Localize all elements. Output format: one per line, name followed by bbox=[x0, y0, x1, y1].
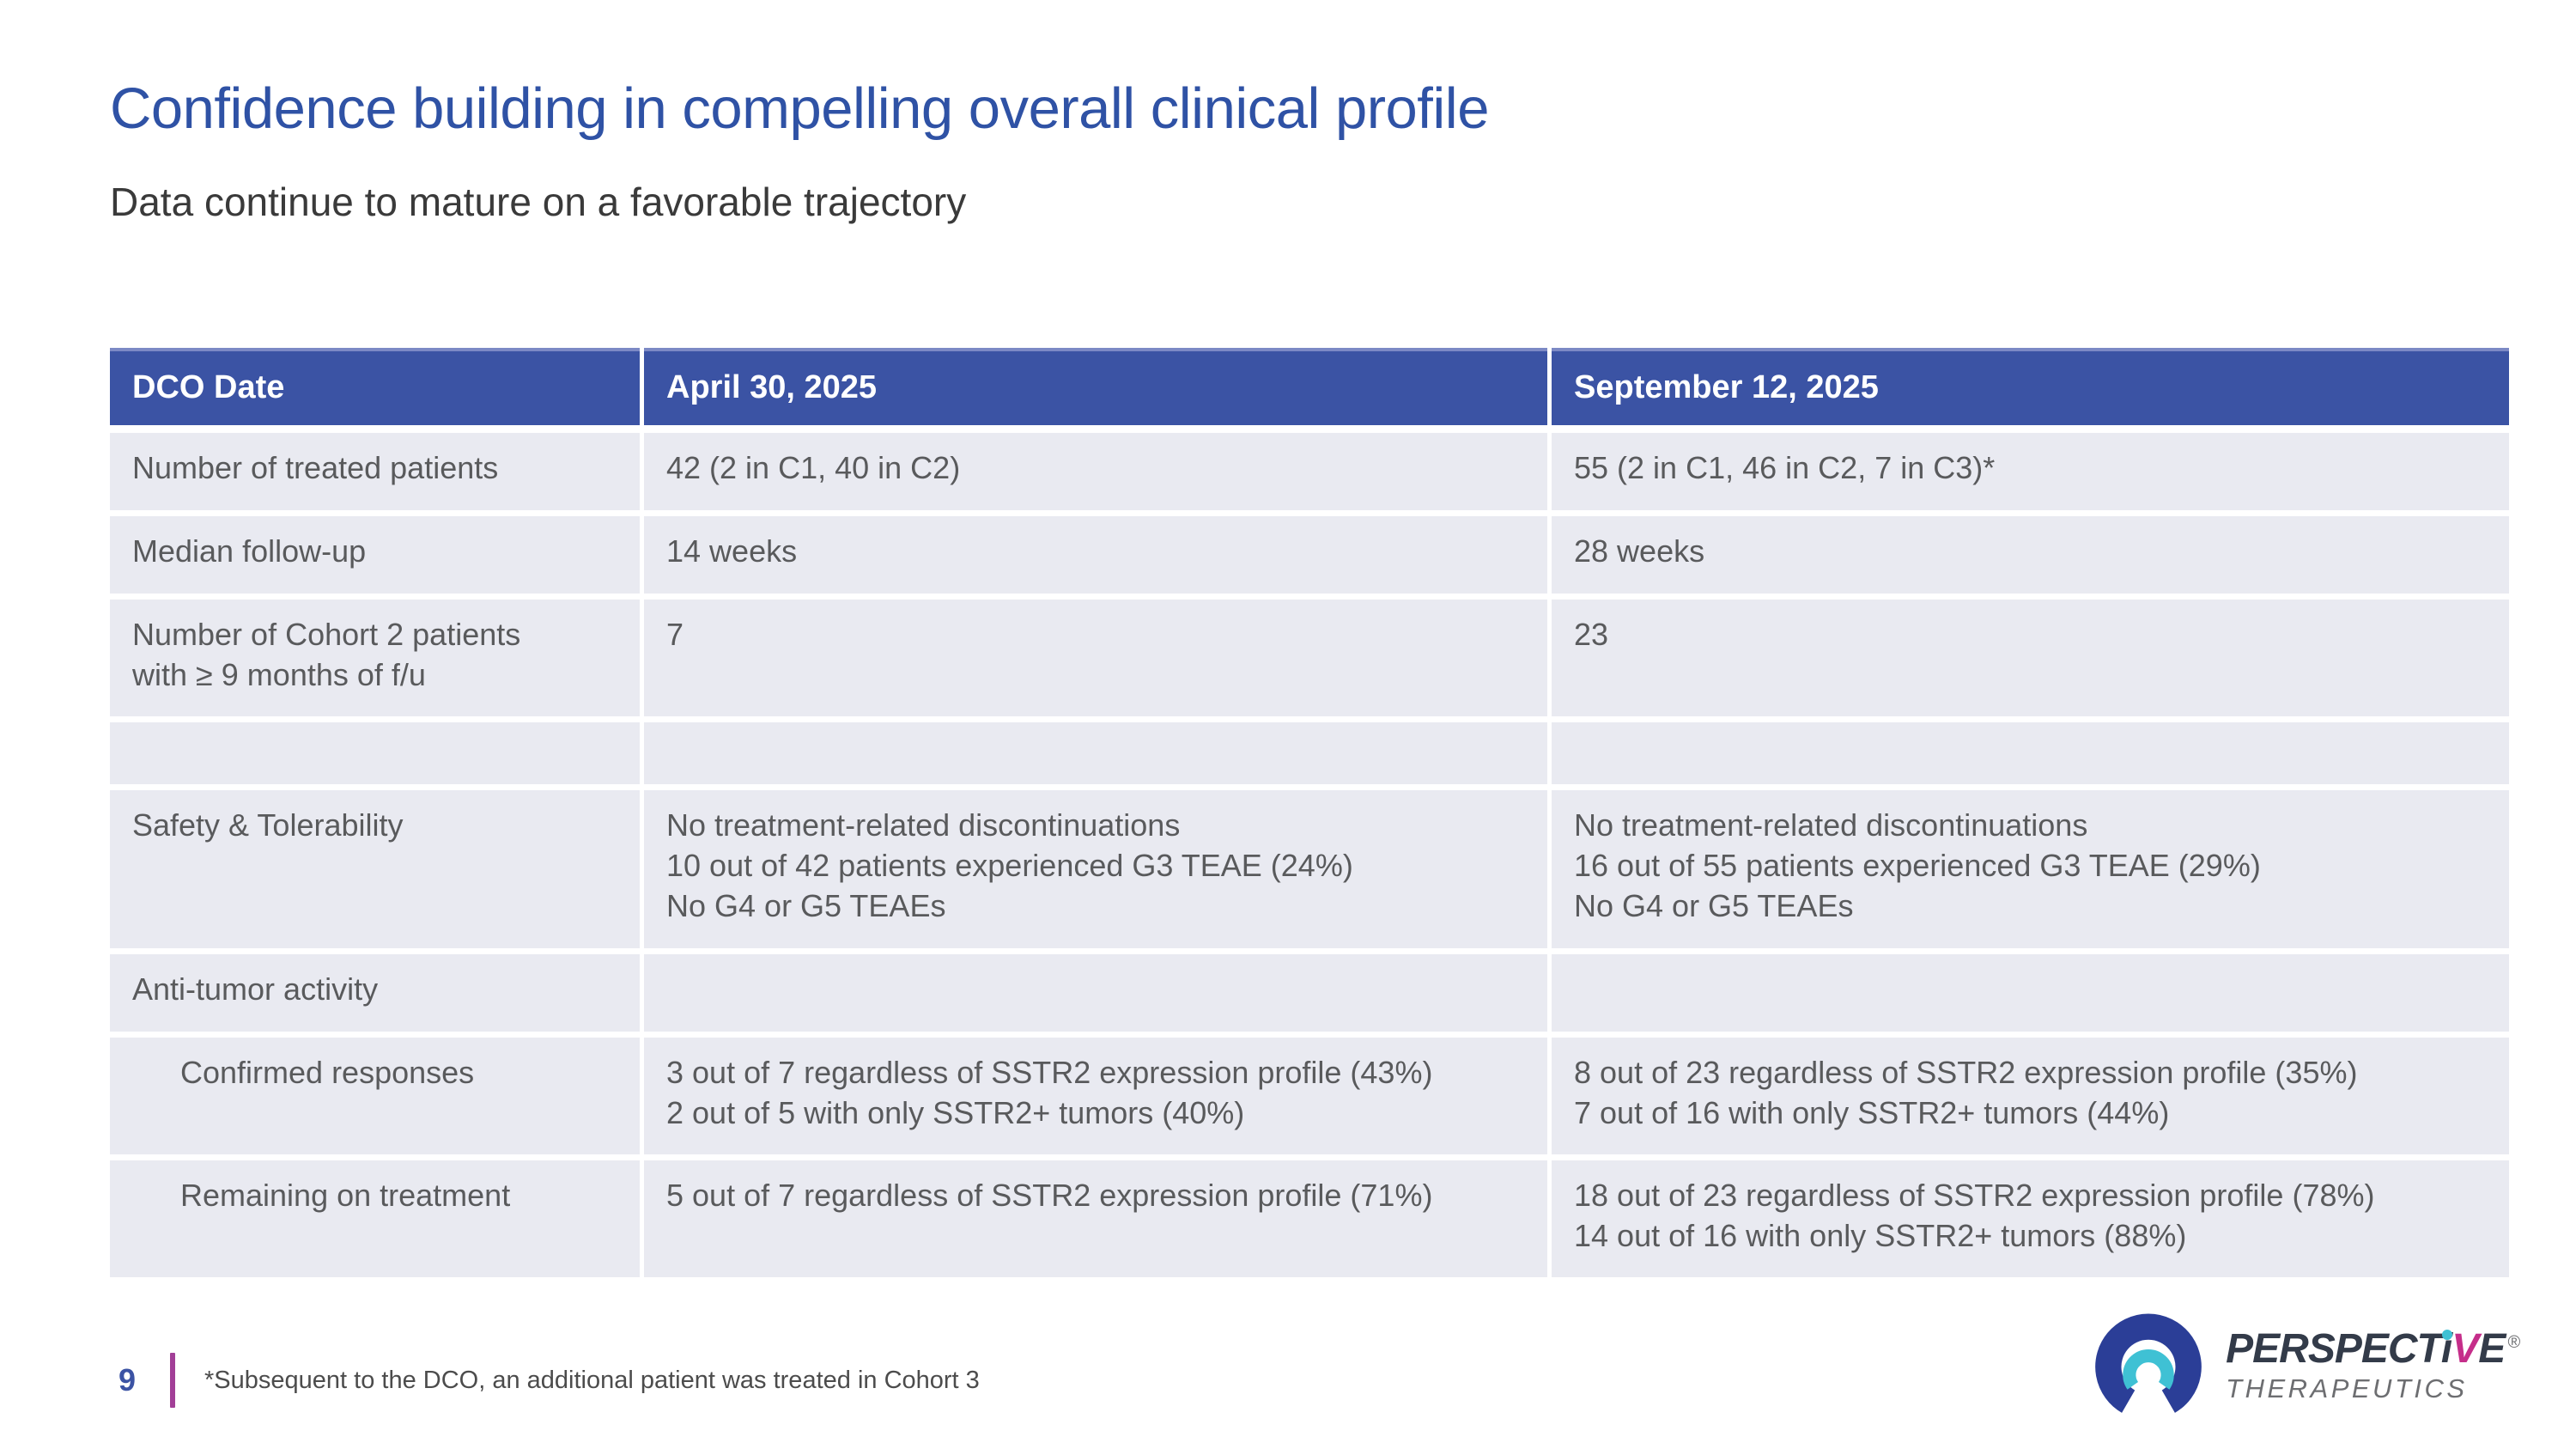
footnote-text: *Subsequent to the DCO, an additional pa… bbox=[204, 1366, 980, 1394]
cell-september: 8 out of 23 regardless of SSTR2 expressi… bbox=[1552, 1038, 2509, 1154]
row-label: Remaining on treatment bbox=[110, 1160, 640, 1277]
perspective-therapeutics-logo: PERSPECTi VE ® THERAPEUTICS bbox=[2088, 1302, 2520, 1428]
arch-logo-icon bbox=[2095, 1313, 2202, 1413]
table-row-confirmed-responses: Confirmed responses 3 out of 7 regardles… bbox=[110, 1038, 2509, 1154]
dco-comparison-table: DCO Date April 30, 2025 September 12, 20… bbox=[110, 348, 2509, 1283]
cell-april: 42 (2 in C1, 40 in C2) bbox=[644, 433, 1547, 510]
slide-footer: 9 *Subsequent to the DCO, an additional … bbox=[110, 1350, 980, 1410]
table-row-safety-tolerability: Safety & Tolerability No treatment-relat… bbox=[110, 790, 2509, 948]
cell-september: No treatment-related discontinuations 16… bbox=[1552, 790, 2509, 948]
cell-september: 55 (2 in C1, 46 in C2, 7 in C3)* bbox=[1552, 433, 2509, 510]
table-row-spacer bbox=[110, 722, 2509, 784]
cell-april: 7 bbox=[644, 600, 1547, 716]
page-number: 9 bbox=[118, 1362, 137, 1397]
row-label bbox=[110, 722, 640, 784]
cell-april: 3 out of 7 regardless of SSTR2 expressio… bbox=[644, 1038, 1547, 1154]
registered-mark: ® bbox=[2507, 1332, 2520, 1352]
cell-september: 23 bbox=[1552, 600, 2509, 716]
row-label: Number of treated patients bbox=[110, 433, 640, 510]
subbrand-name: THERAPEUTICS bbox=[2226, 1373, 2468, 1403]
table-row-treated-patients: Number of treated patients 42 (2 in C1, … bbox=[110, 433, 2509, 510]
brand-letter-i-wrap: i bbox=[2441, 1328, 2452, 1370]
table-header-row: DCO Date April 30, 2025 September 12, 20… bbox=[110, 348, 2509, 425]
i-dot-accent-icon bbox=[2441, 1329, 2452, 1340]
cell-april: 14 weeks bbox=[644, 516, 1547, 594]
row-label: Confirmed responses bbox=[110, 1038, 640, 1154]
header-september-dco: September 12, 2025 bbox=[1552, 348, 2509, 425]
cell-april: 5 out of 7 regardless of SSTR2 expressio… bbox=[644, 1160, 1547, 1277]
brand-letter-e: E bbox=[2478, 1325, 2506, 1372]
header-dco-date: DCO Date bbox=[110, 348, 640, 425]
cell-september bbox=[1552, 722, 2509, 784]
footer-divider-bar bbox=[170, 1353, 175, 1408]
brand-letter-v: V bbox=[2451, 1325, 2479, 1372]
table-row-median-followup: Median follow-up 14 weeks 28 weeks bbox=[110, 516, 2509, 594]
row-label: Anti-tumor activity bbox=[110, 954, 640, 1032]
row-label: Number of Cohort 2 patients with ≥ 9 mon… bbox=[110, 600, 640, 716]
page-title: Confidence building in compelling overal… bbox=[110, 76, 1489, 141]
table-row-remaining-on-treatment: Remaining on treatment 5 out of 7 regard… bbox=[110, 1160, 2509, 1277]
logo-wordmark: PERSPECTi VE ® THERAPEUTICS bbox=[2226, 1325, 2520, 1403]
cell-april: No treatment-related discontinuations 10… bbox=[644, 790, 1547, 948]
brand-name: PERSPECTi VE ® bbox=[2226, 1325, 2520, 1372]
brand-part-perspect: PERSPECT bbox=[2226, 1325, 2442, 1372]
table-row-antitumor-activity: Anti-tumor activity bbox=[110, 954, 2509, 1032]
header-april-dco: April 30, 2025 bbox=[644, 348, 1547, 425]
cell-september: 18 out of 23 regardless of SSTR2 express… bbox=[1552, 1160, 2509, 1277]
row-label: Safety & Tolerability bbox=[110, 790, 640, 948]
cell-april bbox=[644, 954, 1547, 1032]
table-row-cohort2-followup: Number of Cohort 2 patients with ≥ 9 mon… bbox=[110, 600, 2509, 716]
row-label: Median follow-up bbox=[110, 516, 640, 594]
cell-april bbox=[644, 722, 1547, 784]
page-subtitle: Data continue to mature on a favorable t… bbox=[110, 180, 967, 224]
cell-september: 28 weeks bbox=[1552, 516, 2509, 594]
cell-september bbox=[1552, 954, 2509, 1032]
